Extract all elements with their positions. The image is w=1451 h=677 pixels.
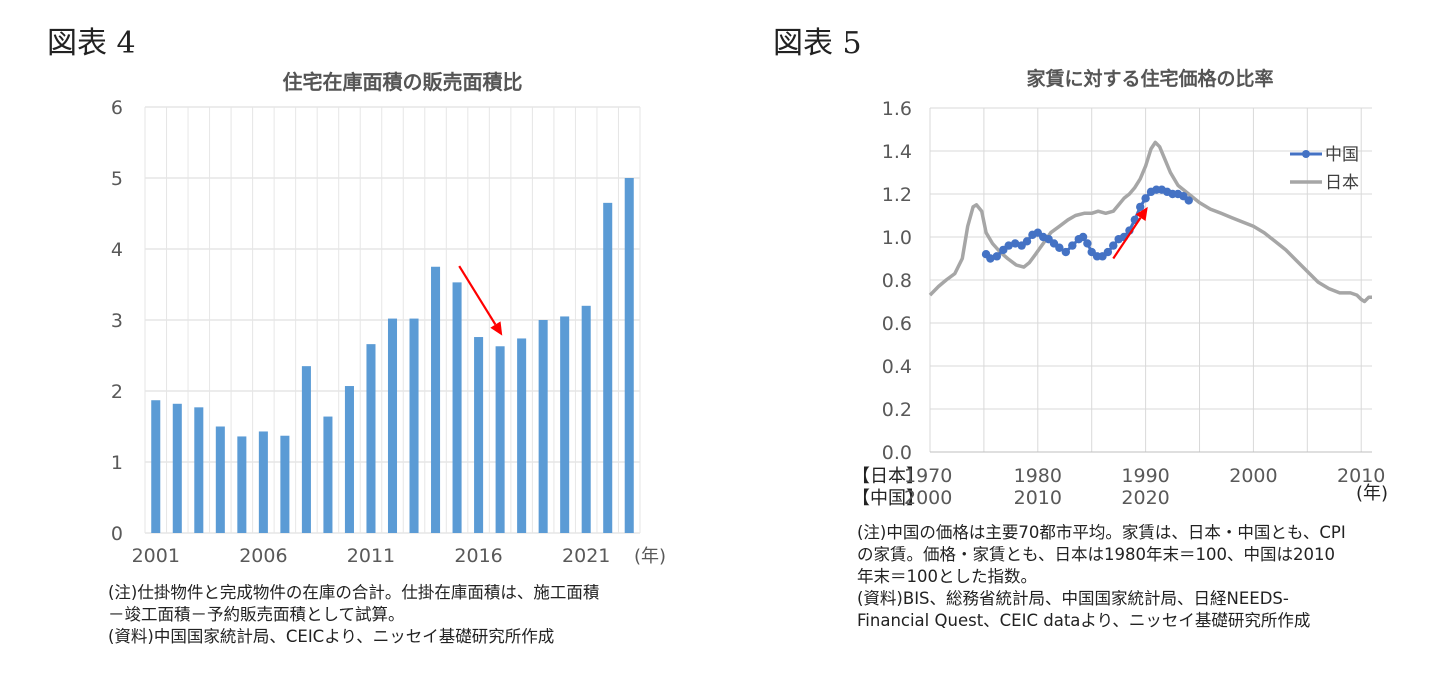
x-tick-label: 2021 (562, 545, 610, 567)
bar (237, 436, 247, 533)
chart-5-title: 家賃に対する住宅価格の比率 (1026, 68, 1274, 90)
x-tick-label-japan: 1990 (1121, 465, 1169, 487)
legend-label-china: 中国 (1325, 145, 1359, 165)
x-axis-unit: (年) (1356, 483, 1388, 504)
x-tick-label-japan: 2000 (1229, 465, 1277, 487)
chart-4: 0 1 2 3 4 5 6 2001 2006 2011 2016 2021 (年) (111, 97, 666, 567)
chart-4-title: 住宅在庫面積の販売面積比 (282, 70, 523, 94)
data-point-china (1010, 239, 1020, 248)
bar (280, 435, 290, 533)
y-tick-label: 6 (111, 97, 123, 119)
trend-arrow-shaft (1112, 217, 1142, 260)
trend-arrow-head (1135, 206, 1148, 222)
bar (603, 202, 613, 533)
y-tick-label: 1.2 (882, 184, 912, 206)
y-tick-label: 0.6 (882, 313, 912, 335)
bar (517, 338, 527, 533)
trend-arrow-shaft (458, 265, 497, 326)
bar (151, 400, 161, 533)
bar (624, 178, 634, 533)
bar (323, 416, 333, 533)
data-point-china (1136, 202, 1145, 212)
x-tick-label-japan: 1970 (904, 465, 952, 487)
legend-marker-china (1302, 150, 1310, 158)
x-axis-unit: (年) (634, 546, 666, 567)
data-point-china (1061, 247, 1071, 257)
data-point-china (1078, 232, 1088, 242)
x-tick-label: 2016 (454, 545, 502, 567)
bar (474, 337, 484, 533)
data-point-china (1055, 243, 1064, 252)
y-tick-label: 0 (111, 523, 123, 545)
bar (452, 282, 462, 533)
figure-4-note-line: (資料)中国国家統計局、CEICより、ニッセイ基礎研究所作成 (108, 627, 555, 646)
x-tick-label-china: 2010 (1014, 487, 1062, 509)
data-point-china (1184, 196, 1193, 205)
x-tick-label: 2006 (239, 545, 287, 567)
x-tick-label: 2001 (132, 545, 180, 567)
bar (258, 431, 268, 533)
figure-4-notes: (注)仕掛物件と完成物件の在庫の合計。仕掛在庫面積は、施工面積 －竣工面積－予約… (108, 582, 599, 648)
legend-label-japan: 日本 (1325, 173, 1359, 193)
figure-5-note-line: (注)中国の価格は主要70都市平均。家賃は、日本・中国とも、CPI (857, 523, 1346, 542)
data-point-china (1068, 241, 1077, 250)
x-tick-label-china: 2020 (1121, 487, 1169, 509)
bar (301, 366, 311, 533)
y-tick-label: 1.0 (882, 227, 912, 249)
row-label-china: 【中国】 (852, 488, 924, 509)
y-tick-label: 1.6 (882, 98, 912, 120)
y-tick-label: 0.8 (882, 270, 912, 292)
series-line-china (985, 188, 1190, 260)
figure-4-note-line: (注)仕掛物件と完成物件の在庫の合計。仕掛在庫面積は、施工面積 (108, 583, 600, 602)
y-tick-label: 0.2 (882, 399, 912, 421)
bar (215, 426, 225, 533)
x-tick-label-japan: 2010 (1337, 465, 1385, 487)
chart-5: 0.00.20.40.60.81.01.21.41.6【日本】【中国】19702… (852, 98, 1388, 509)
bar (409, 318, 419, 533)
figure-5-notes: (注)中国の価格は主要70都市平均。家賃は、日本・中国とも、CPI の家賃。価格… (857, 522, 1346, 632)
y-tick-label: 1 (111, 452, 123, 474)
bar (495, 346, 505, 533)
figure-4-note-line: －竣工面積－予約販売面積として試算。 (108, 605, 405, 624)
series-line-japan (928, 140, 1372, 304)
data-point-china (1109, 241, 1118, 250)
y-tick-label: 4 (111, 239, 123, 261)
trend-arrow-head (490, 321, 503, 336)
y-tick-label: 1.4 (882, 141, 912, 163)
y-tick-label: 0.0 (882, 442, 912, 464)
bar (387, 318, 398, 533)
data-point-china (1083, 239, 1092, 248)
data-point-china (986, 254, 995, 263)
figure-5-note-line: Financial Quest、CEIC dataより、ニッセイ基礎研究所作成 (857, 611, 1311, 630)
row-label-japan: 【日本】 (852, 466, 924, 487)
data-point-china (1103, 247, 1113, 257)
y-tick-label: 0.4 (882, 356, 912, 378)
y-tick-label: 5 (111, 168, 123, 190)
data-point-china (1004, 241, 1013, 250)
data-point-china (1141, 194, 1150, 203)
bar (194, 407, 204, 533)
x-tick-label: 2011 (347, 545, 395, 567)
figure-5-label: 図表 5 (773, 26, 862, 61)
bar (581, 305, 591, 533)
data-point-china (992, 252, 1002, 261)
data-point-china (1022, 237, 1032, 246)
y-tick-label: 2 (111, 381, 123, 403)
bar (172, 403, 182, 533)
figure-5-note-line: (資料)BIS、総務省統計局、中国国家統計局、日経NEEDS- (857, 589, 1289, 608)
figure-5-note-line: の家賃。価格・家賃とも、日本は1980年末＝100、中国は2010 (857, 545, 1335, 564)
x-tick-label-china: 2000 (904, 487, 952, 509)
bar (366, 344, 376, 533)
y-tick-label: 3 (111, 310, 123, 332)
bar (538, 320, 548, 533)
bar (431, 266, 441, 533)
figure-5-note-line: 年末＝100とした指数。 (857, 567, 1037, 586)
figure-4-label: 図表 4 (47, 26, 136, 61)
bar (344, 386, 354, 533)
bar (560, 316, 570, 533)
x-tick-label-japan: 1980 (1014, 465, 1062, 487)
